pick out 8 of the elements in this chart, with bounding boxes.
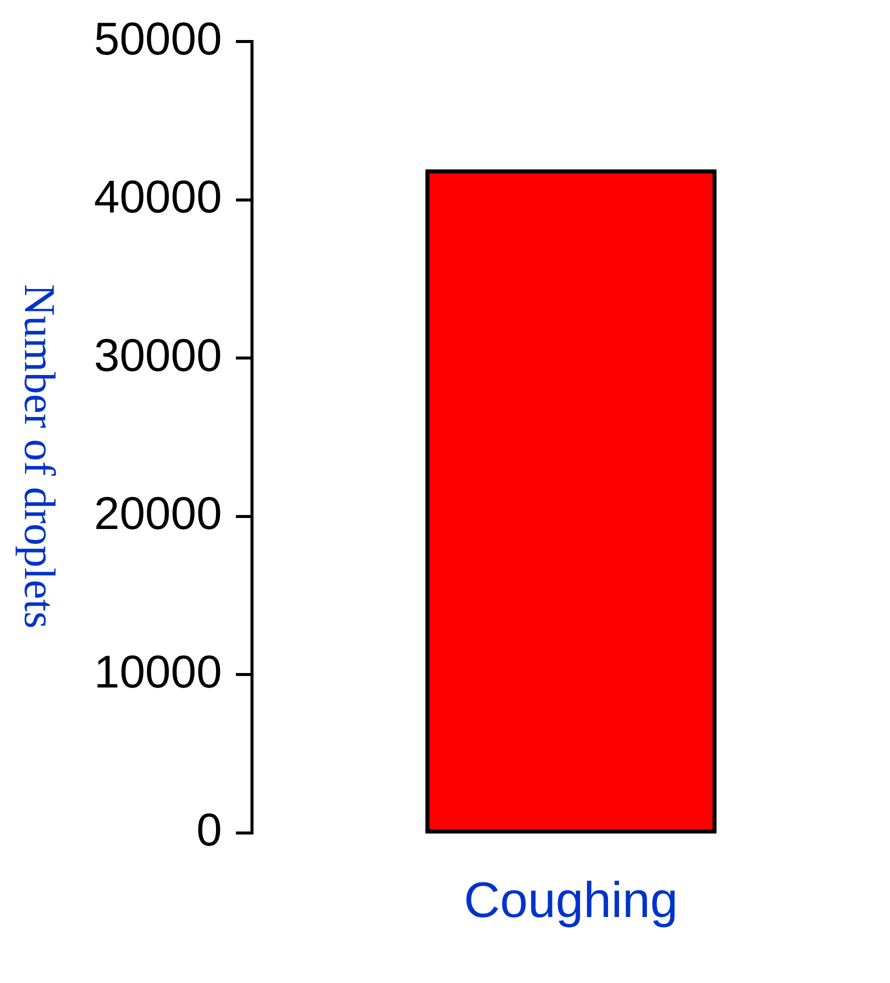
y-tick-label: 50000	[94, 12, 222, 64]
y-tick-label: 40000	[94, 170, 222, 223]
x-tick-label: Coughing	[464, 872, 678, 928]
y-axis-title: Number of droplets	[14, 284, 65, 629]
y-tick-label: 0	[196, 804, 222, 856]
y-tick-label: 30000	[94, 328, 222, 381]
y-tick-label: 20000	[94, 487, 222, 540]
y-tick-label: 10000	[94, 645, 222, 698]
